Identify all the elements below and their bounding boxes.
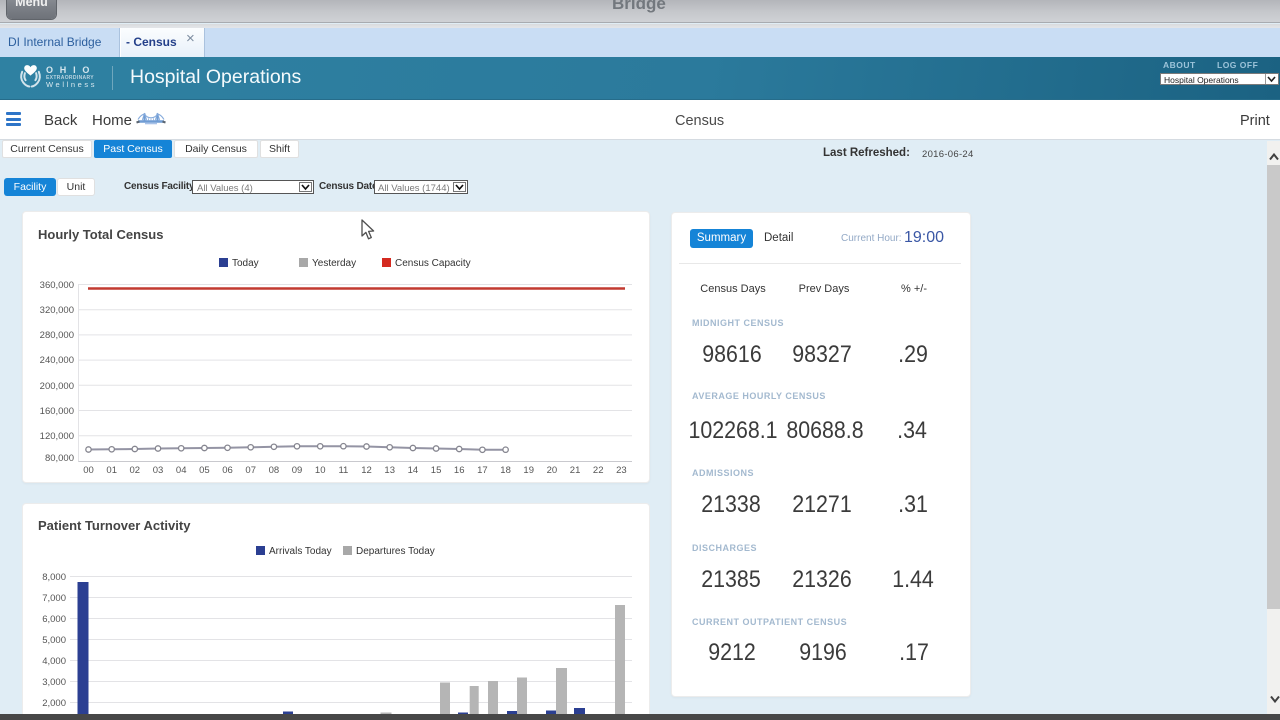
svg-text:21: 21 — [570, 465, 581, 476]
svg-text:280,000: 280,000 — [40, 330, 74, 341]
svg-text:Yesterday: Yesterday — [312, 258, 356, 269]
svg-text:04: 04 — [176, 465, 187, 476]
svg-text:2,000: 2,000 — [42, 698, 66, 709]
svg-text:22: 22 — [593, 465, 604, 476]
svg-text:6,000: 6,000 — [42, 614, 66, 625]
svg-text:05: 05 — [199, 465, 210, 476]
svg-text:20: 20 — [547, 465, 558, 476]
svg-text:Census Capacity: Census Capacity — [395, 258, 471, 269]
svg-text:3,000: 3,000 — [42, 677, 66, 688]
svg-text:14: 14 — [408, 465, 419, 476]
svg-text:Arrivals Today: Arrivals Today — [269, 546, 332, 557]
svg-text:120,000: 120,000 — [40, 431, 74, 442]
svg-text:12: 12 — [361, 465, 372, 476]
svg-text:Today: Today — [232, 258, 259, 269]
svg-text:09: 09 — [292, 465, 303, 476]
svg-text:07: 07 — [245, 465, 256, 476]
svg-text:01: 01 — [106, 465, 117, 476]
svg-text:03: 03 — [153, 465, 164, 476]
svg-text:16: 16 — [454, 465, 465, 476]
svg-text:7,000: 7,000 — [42, 593, 66, 604]
svg-text:360,000: 360,000 — [40, 280, 74, 291]
svg-text:11: 11 — [338, 465, 348, 476]
svg-text:10: 10 — [315, 465, 326, 476]
svg-text:19: 19 — [523, 465, 534, 476]
svg-text:Departures Today: Departures Today — [356, 546, 435, 557]
svg-text:5,000: 5,000 — [42, 635, 66, 646]
svg-text:Hourly Total Census: Hourly Total Census — [38, 227, 163, 242]
svg-text:80,000: 80,000 — [45, 453, 74, 464]
svg-text:08: 08 — [269, 465, 280, 476]
svg-text:17: 17 — [477, 465, 488, 476]
svg-text:02: 02 — [130, 465, 141, 476]
svg-text:15: 15 — [431, 465, 442, 476]
svg-text:200,000: 200,000 — [40, 381, 74, 392]
svg-text:Patient Turnover Activity: Patient Turnover Activity — [38, 518, 191, 533]
svg-text:8,000: 8,000 — [42, 572, 66, 583]
svg-text:320,000: 320,000 — [40, 305, 74, 316]
svg-text:18: 18 — [500, 465, 511, 476]
svg-text:13: 13 — [384, 465, 395, 476]
svg-text:06: 06 — [222, 465, 233, 476]
svg-text:4,000: 4,000 — [42, 656, 66, 667]
svg-text:160,000: 160,000 — [40, 406, 74, 417]
svg-text:00: 00 — [83, 465, 94, 476]
svg-text:23: 23 — [616, 465, 627, 476]
svg-text:240,000: 240,000 — [40, 355, 74, 366]
